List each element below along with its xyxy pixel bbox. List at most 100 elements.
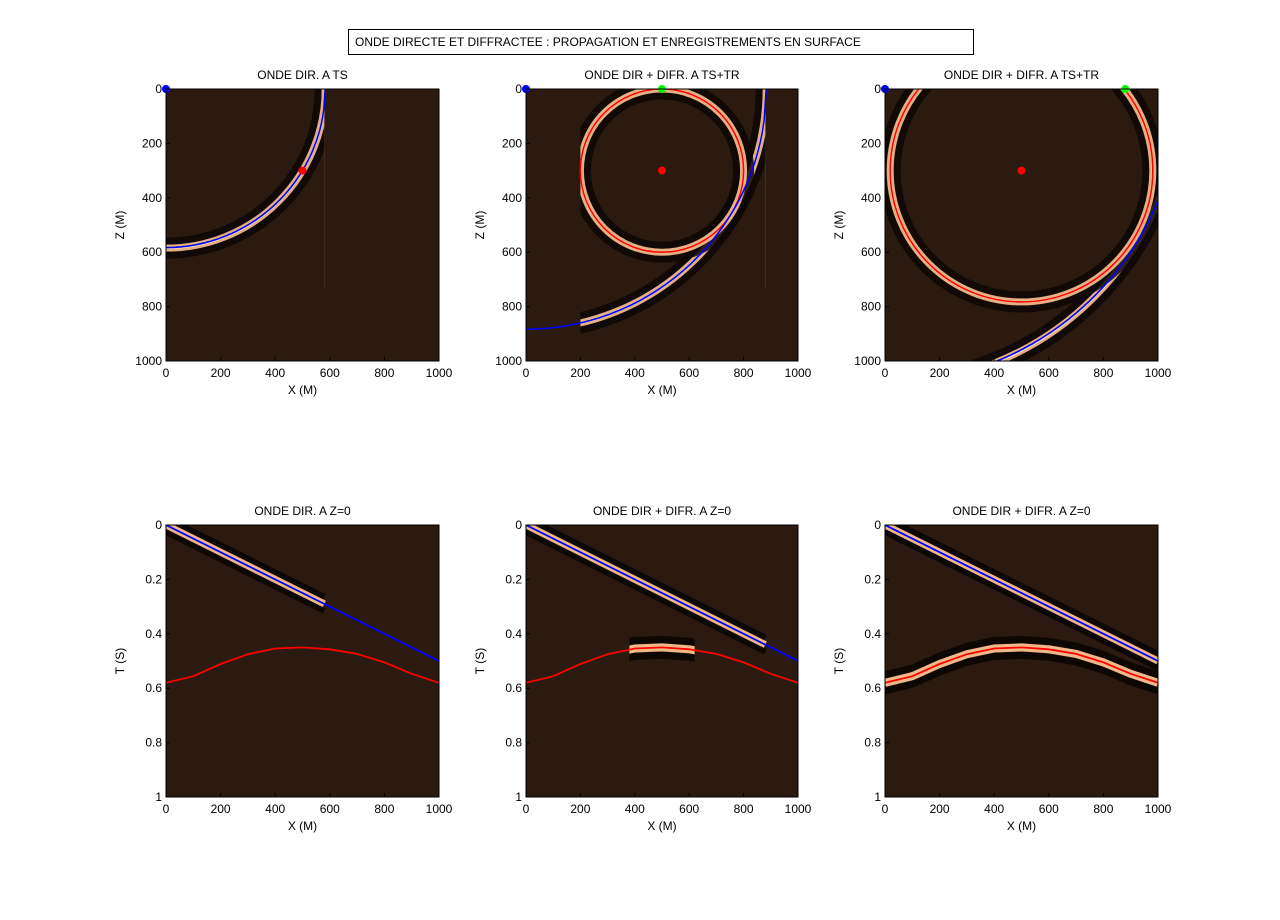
x-tick-label: 200 (211, 366, 231, 380)
plot-background (885, 89, 1158, 361)
x-tick-label: 600 (1039, 366, 1059, 380)
panel-title: ONDE DIR + DIFR. A TS+TR (584, 68, 739, 82)
y-tick-label: 0 (155, 82, 162, 96)
x-tick-label: 200 (570, 802, 590, 816)
panel-title: ONDE DIR. A Z=0 (254, 504, 351, 518)
x-tick-label: 0 (882, 802, 889, 816)
y-tick-label: 0 (155, 518, 162, 532)
y-tick-label: 600 (861, 245, 881, 259)
wave-layer (166, 525, 439, 684)
y-tick-label: 0 (874, 518, 881, 532)
x-axis-label: X (M) (647, 383, 676, 397)
y-tick-label: 600 (142, 245, 162, 259)
diffraction-traveltime-curve (166, 646, 439, 684)
x-tick-label: 0 (523, 366, 530, 380)
y-axis-label: Z (M) (473, 211, 487, 240)
axes-frame (165, 88, 440, 362)
diffraction-event-trough-lower (885, 651, 1158, 695)
y-tick-label: 200 (502, 136, 522, 150)
y-axis-label: T (S) (473, 648, 487, 674)
y-tick-label: 0.8 (864, 736, 881, 750)
y-tick-label: 1 (155, 790, 162, 804)
y-tick-label: 0.8 (145, 736, 162, 750)
x-axis-label: X (M) (1007, 383, 1036, 397)
x-tick-label: 1000 (785, 366, 812, 380)
panel-record-combined-1: 0 200 400 600 800 1000 0 0.2 0.4 0.6 0.8 1 ONDE DIR … (473, 504, 812, 833)
y-tick-label: 400 (861, 191, 881, 205)
x-tick-label: 1000 (1145, 366, 1172, 380)
diffracted-wavefront-trough-inner (581, 90, 743, 251)
x-tick-label: 600 (679, 802, 699, 816)
y-tick-label: 400 (502, 191, 522, 205)
y-tick-label: 1000 (854, 354, 881, 368)
x-tick-label: 1000 (1145, 802, 1172, 816)
panel-title: ONDE DIR + DIFR. A TS+TR (944, 68, 1099, 82)
diffractor-marker (298, 166, 307, 175)
plot-background (166, 89, 439, 361)
x-tick-label: 200 (570, 366, 590, 380)
x-tick-label: 800 (1093, 366, 1113, 380)
wave-layer (885, 89, 1158, 361)
x-tick-label: 800 (734, 802, 754, 816)
diffraction-traveltime-curve (885, 646, 1158, 684)
y-tick-label: 0.6 (864, 681, 881, 695)
direct-traveltime-line (885, 525, 1158, 662)
diffraction-event-trough-upper (885, 635, 1158, 679)
y-tick-label: 0.8 (505, 736, 522, 750)
diffractor-marker (658, 166, 666, 175)
y-tick-label: 0.4 (145, 627, 162, 641)
x-tick-label: 800 (1093, 802, 1113, 816)
diffracted-front-curve (889, 89, 1154, 303)
axes-frame (884, 524, 1159, 798)
panel-record-direct: 0 200 400 600 800 1000 0 0.2 0.4 0.6 0.8 1 ONDE DIR.… (113, 504, 453, 833)
x-tick-label: 800 (374, 802, 394, 816)
y-tick-label: 200 (861, 136, 881, 150)
y-axis-label: Z (M) (113, 211, 127, 240)
y-tick-label: 800 (142, 300, 162, 314)
x-axis-label: X (M) (288, 819, 317, 833)
x-axis-label: X (M) (288, 383, 317, 397)
y-tick-label: 0.4 (505, 627, 522, 641)
y-tick-label: 1 (515, 790, 522, 804)
diffraction-event-trough-lower (629, 651, 695, 662)
x-tick-label: 400 (984, 366, 1004, 380)
y-tick-label: 800 (502, 300, 522, 314)
x-tick-label: 0 (523, 802, 530, 816)
y-tick-label: 0 (874, 82, 881, 96)
x-tick-label: 600 (320, 366, 340, 380)
direct-front-curve (994, 200, 1158, 361)
y-axis-label: T (S) (832, 648, 846, 674)
x-tick-label: 1000 (426, 802, 453, 816)
direct-front-curve (166, 89, 326, 249)
y-tick-label: 400 (142, 191, 162, 205)
panel-title: ONDE DIR + DIFR. A Z=0 (593, 504, 731, 518)
y-tick-label: 1000 (495, 354, 522, 368)
y-tick-label: 1000 (135, 354, 162, 368)
panel-record-combined-2: 0 200 400 600 800 1000 0 0.2 0.4 0.6 0.8 1 ONDE DIR … (832, 504, 1172, 833)
x-tick-label: 200 (930, 802, 950, 816)
axes-frame (165, 524, 440, 798)
direct-event-trough-lower (526, 529, 767, 655)
plot-background (166, 525, 439, 797)
x-tick-label: 400 (984, 802, 1004, 816)
direct-event-trough-upper (892, 525, 1158, 657)
diffracted-wavefront-trough-outer (580, 89, 755, 263)
axes-frame (525, 524, 799, 798)
y-tick-label: 0 (515, 82, 522, 96)
x-tick-label: 400 (625, 366, 645, 380)
x-tick-label: 800 (374, 366, 394, 380)
y-axis-label: T (S) (113, 648, 127, 674)
plot-background (526, 525, 798, 797)
axes-frame (525, 88, 799, 362)
x-tick-label: 200 (930, 366, 950, 380)
x-axis-label: X (M) (647, 819, 676, 833)
y-tick-label: 0.4 (864, 627, 881, 641)
x-tick-label: 0 (882, 366, 889, 380)
panel-title: ONDE DIR. A TS (257, 68, 347, 82)
y-axis-label: Z (M) (832, 211, 846, 240)
direct-traveltime-line (526, 525, 798, 662)
axes-frame (884, 88, 1159, 362)
